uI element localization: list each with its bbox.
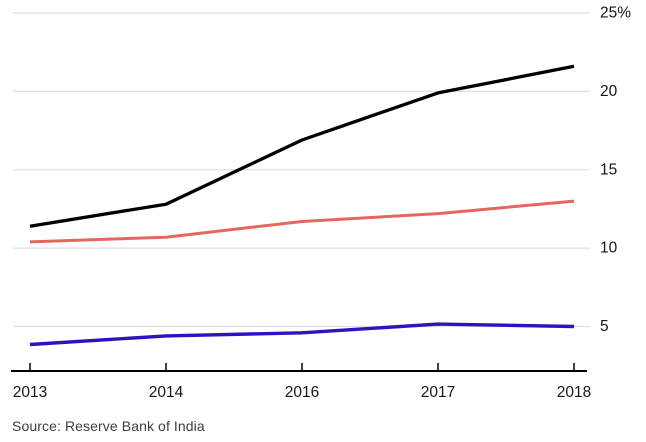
y-tick-label: 5	[600, 318, 609, 335]
y-tick-label: 10	[600, 240, 618, 257]
source-attribution: Source: Reserve Bank of India	[12, 418, 205, 434]
x-tick-label: 2016	[285, 384, 319, 401]
y-tick-label: 25%	[600, 5, 631, 22]
x-tick-label: 2017	[421, 384, 455, 401]
x-tick-label: 2014	[149, 384, 184, 401]
series-blue-line	[29, 322, 575, 347]
y-tick-label: 20	[600, 83, 618, 100]
y-tick-label: 15	[600, 161, 617, 178]
x-tick-label: 2018	[557, 384, 591, 401]
x-tick-label: 2013	[13, 384, 47, 401]
series-salmon-line	[29, 199, 575, 244]
series-black-line	[29, 64, 575, 228]
